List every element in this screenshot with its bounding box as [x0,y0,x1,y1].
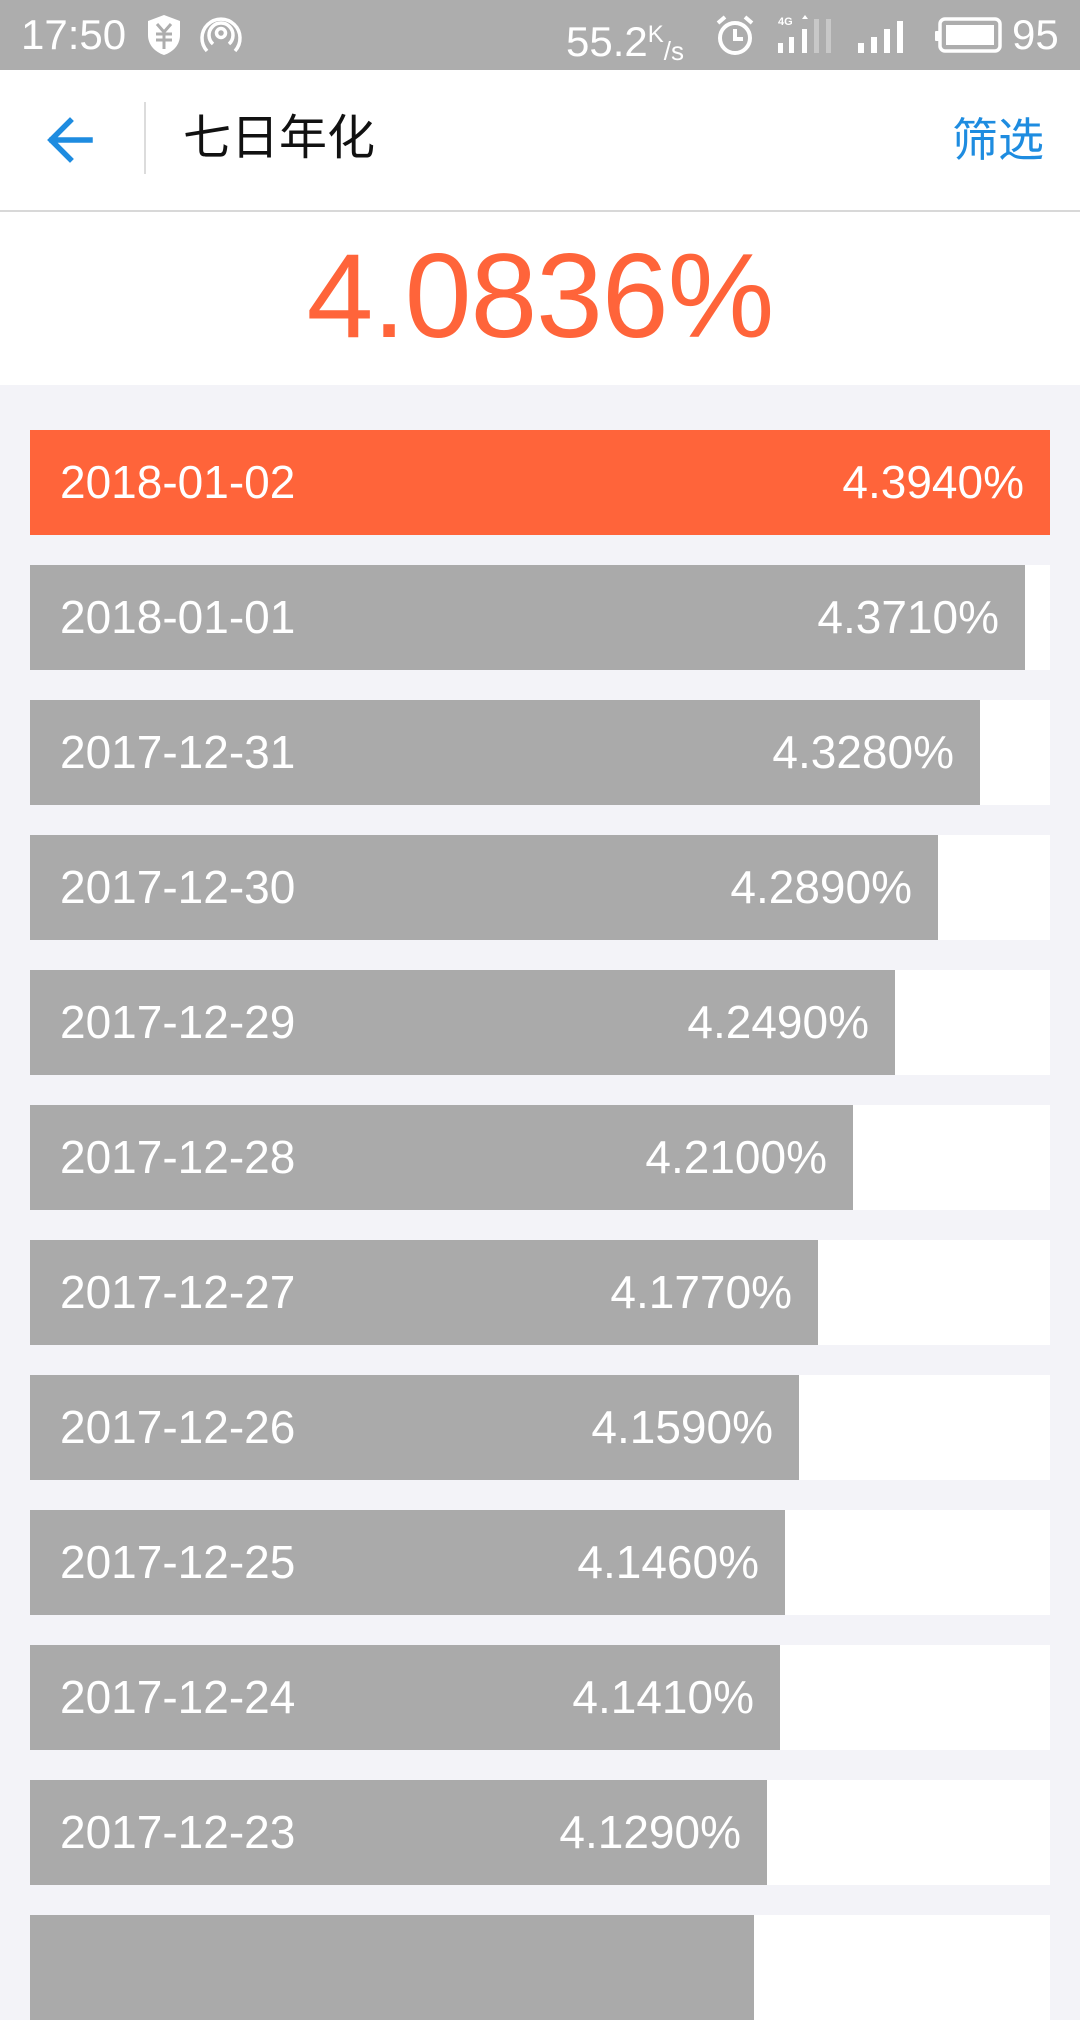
alarm-icon [716,15,754,55]
row-date: 2017-12-29 [60,996,296,1048]
net-speed: 55.2K/s [566,10,684,76]
row-date: 2017-12-28 [60,1131,296,1183]
network-type-label: 4G [778,16,793,28]
rate-row[interactable]: 2018-01-01 4.3710% [30,565,1050,670]
row-rate: 4.3940% [842,456,1024,508]
signal-4g-icon: 4G [778,15,831,53]
filter-button[interactable]: 筛选 [952,114,1044,166]
rate-bar [30,1510,785,1615]
summary-panel: 4.0836% [0,212,1080,385]
row-date: 2018-01-01 [60,591,296,643]
rate-row[interactable]: 2017-12-31 4.3280% [30,700,1050,805]
shield-yuan-icon [148,15,180,55]
rate-bar [30,835,938,940]
row-rate: 4.1590% [591,1401,773,1453]
app-header: 七日年化 筛选 [0,70,1080,212]
row-date: 2017-12-26 [60,1401,296,1453]
rate-row[interactable]: 2018-01-02 4.3940% [30,430,1050,535]
rate-bar [30,1105,853,1210]
status-bar: 17:50 55.2K/s 4G 95 [0,0,1080,70]
net-speed-unit-top: K [647,21,664,48]
rate-bar [30,565,1025,670]
row-rate: 4.1460% [577,1536,759,1588]
rate-bar [30,1645,780,1750]
hotspot-icon [200,17,242,53]
rate-row[interactable]: 2017-12-23 4.1290% [30,1780,1050,1885]
header-divider [144,102,146,174]
row-rate: 4.2890% [730,861,912,913]
rate-bar [30,430,1050,535]
net-speed-unit-bottom: /s [663,36,684,66]
row-rate: 4.1410% [572,1671,754,1723]
row-date: 2017-12-25 [60,1536,296,1588]
rate-row[interactable]: 2017-12-30 4.2890% [30,835,1050,940]
rate-row[interactable]: 2017-12-27 4.1770% [30,1240,1050,1345]
rate-row[interactable]: 2017-12-29 4.2490% [30,970,1050,1075]
rate-row[interactable]: 2017-12-26 4.1590% [30,1375,1050,1480]
rate-row[interactable]: 2017-12-25 4.1460% [30,1510,1050,1615]
rate-bar [30,970,895,1075]
battery-percent: 95 [1012,11,1059,58]
row-rate: 4.2490% [687,996,869,1048]
battery-icon [935,17,1002,53]
rate-bar [30,1780,767,1885]
rate-row[interactable]: 2017-12-24 4.1410% [30,1645,1050,1750]
rate-row[interactable]: 2017-12-28 4.2100% [30,1105,1050,1210]
row-rate: 4.1770% [610,1266,792,1318]
rate-row[interactable] [30,1915,1050,2020]
rate-bar [30,1375,799,1480]
row-date: 2017-12-27 [60,1266,296,1318]
rate-bar [30,700,980,805]
rate-bar [30,1240,818,1345]
row-date: 2017-12-23 [60,1806,296,1858]
row-rate: 4.3710% [817,591,999,643]
back-arrow-icon[interactable] [40,110,100,170]
row-date: 2017-12-31 [60,726,296,778]
row-date: 2017-12-24 [60,1671,296,1723]
signal-icon [858,21,903,53]
status-time: 17:50 [21,11,127,58]
row-rate: 4.1290% [559,1806,741,1858]
net-speed-value: 55.2 [566,18,648,65]
row-date: 2017-12-30 [60,861,296,913]
rate-bar [30,1915,754,2020]
row-rate: 4.3280% [772,726,954,778]
seven-day-annualized-value: 4.0836% [306,229,775,363]
row-date: 2018-01-02 [60,456,296,508]
page-title: 七日年化 [183,112,376,165]
row-rate: 4.2100% [645,1131,827,1183]
